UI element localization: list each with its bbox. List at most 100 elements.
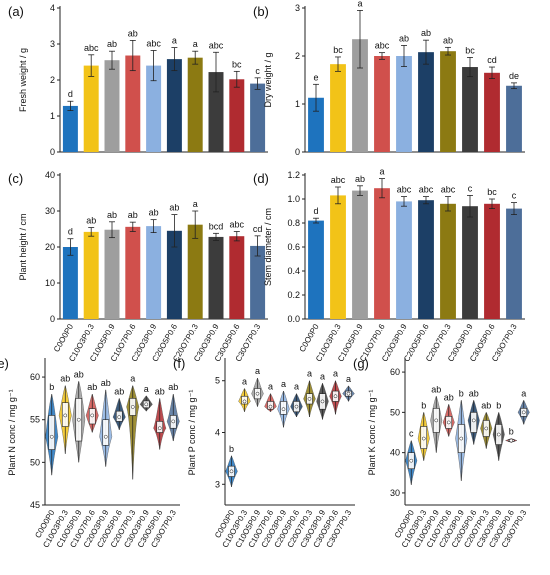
bar — [83, 65, 99, 152]
significance-letter: b — [509, 427, 514, 437]
bar — [484, 203, 500, 319]
significance-letter: ab — [60, 374, 70, 384]
bar — [484, 72, 500, 152]
significance-letter: b — [459, 388, 464, 398]
significance-letter: cd — [253, 224, 263, 234]
significance-letter: bc — [232, 59, 242, 69]
median-point — [117, 415, 122, 419]
y-tick-label: 55 — [30, 415, 40, 425]
significance-letter: ab — [169, 203, 179, 213]
y-axis-title: Dry weight / g — [263, 52, 273, 107]
bar — [250, 245, 266, 319]
median-point — [471, 418, 476, 423]
significance-letter: c — [512, 191, 517, 201]
bar — [440, 51, 456, 153]
significance-letter: ab — [155, 386, 165, 396]
significance-letter: b — [229, 444, 234, 454]
bar — [208, 236, 224, 319]
significance-letter: abc — [209, 40, 224, 50]
x-tick-label: C0O0P0 — [298, 322, 321, 354]
significance-letter: ab — [128, 28, 138, 38]
y-tick-label: 1 — [295, 99, 300, 109]
y-tick-label: 5 — [215, 376, 220, 386]
bar — [308, 220, 324, 319]
panel-label-b: (b) — [253, 4, 269, 19]
bar — [506, 85, 522, 152]
significance-letter: ab — [149, 208, 159, 218]
significance-letter: ab — [443, 35, 453, 45]
y-axis-title: Plant height / cm — [18, 213, 28, 280]
significance-letter: ab — [107, 39, 117, 49]
significance-letter: ab — [107, 210, 117, 220]
bar — [208, 72, 224, 152]
significance-letter: d — [313, 206, 318, 216]
y-tick-label: 0.8 — [287, 218, 300, 228]
bar — [330, 64, 346, 152]
y-tick-label: 40 — [45, 170, 55, 180]
significance-letter: a — [281, 379, 286, 389]
y-tick-label: 0 — [50, 314, 55, 324]
significance-letter: a — [346, 374, 351, 384]
y-tick-label: 3 — [50, 39, 55, 49]
significance-letter: d — [68, 227, 73, 237]
box-iqr — [102, 419, 110, 446]
y-tick-label: 3 — [215, 479, 220, 489]
y-tick-label: 1.2 — [287, 170, 300, 180]
y-tick-label: 20 — [45, 242, 55, 252]
significance-letter: bc — [465, 45, 475, 55]
significance-letter: abc — [441, 185, 456, 195]
significance-letter: c — [468, 183, 473, 193]
significance-letter: b — [421, 400, 426, 410]
y-tick-label: 1 — [50, 111, 55, 121]
bar — [462, 67, 478, 152]
panel-label-a: (a) — [8, 4, 24, 19]
median-point — [307, 396, 312, 401]
bar — [166, 230, 182, 319]
significance-letter: de — [509, 71, 519, 81]
median-point — [421, 436, 426, 441]
significance-letter: e — [313, 72, 318, 82]
median-point — [268, 404, 273, 409]
median-point — [103, 434, 108, 439]
box-iqr — [48, 415, 56, 450]
bar — [418, 52, 434, 152]
bar — [396, 56, 412, 152]
y-axis-title: Plant P conc / mg g⁻¹ — [187, 390, 197, 476]
bar — [146, 65, 162, 152]
significance-letter: a — [172, 36, 177, 46]
significance-letter: d — [68, 89, 73, 99]
median-point — [157, 426, 162, 431]
y-axis-title: Fresh weight / g — [18, 48, 28, 112]
bar — [352, 190, 368, 319]
significance-letter: ab — [101, 378, 111, 388]
panel-label-e: (e) — [0, 356, 9, 371]
panel-label-g: (g) — [353, 356, 369, 371]
significance-letter: a — [268, 382, 273, 392]
y-tick-label: 50 — [30, 457, 40, 467]
significance-letter: a — [294, 382, 299, 392]
y-tick-label: 0.2 — [287, 290, 300, 300]
median-point — [409, 458, 414, 463]
median-point — [229, 469, 234, 474]
median-point — [509, 438, 514, 443]
significance-letter: ab — [74, 369, 84, 379]
significance-letter: ab — [114, 386, 124, 396]
significance-letter: a — [193, 39, 198, 49]
box-iqr — [470, 412, 478, 433]
significance-letter: a — [242, 376, 247, 386]
y-tick-label: 0 — [295, 147, 300, 157]
panel-d: (d) 0.0 0.2 0.4 0.6 0.8 1.0 1.2 Stem diameter /… — [253, 167, 525, 363]
significance-letter: ab — [87, 382, 97, 392]
panel-label-f: (f) — [173, 356, 185, 371]
significance-letter: a — [255, 366, 260, 376]
bar — [166, 59, 182, 153]
significance-letter: ab — [168, 382, 178, 392]
significance-letter: a — [333, 369, 338, 379]
significance-letter: a — [307, 369, 312, 379]
y-tick-label: 1.0 — [287, 194, 300, 204]
significance-letter: abc — [84, 43, 99, 53]
